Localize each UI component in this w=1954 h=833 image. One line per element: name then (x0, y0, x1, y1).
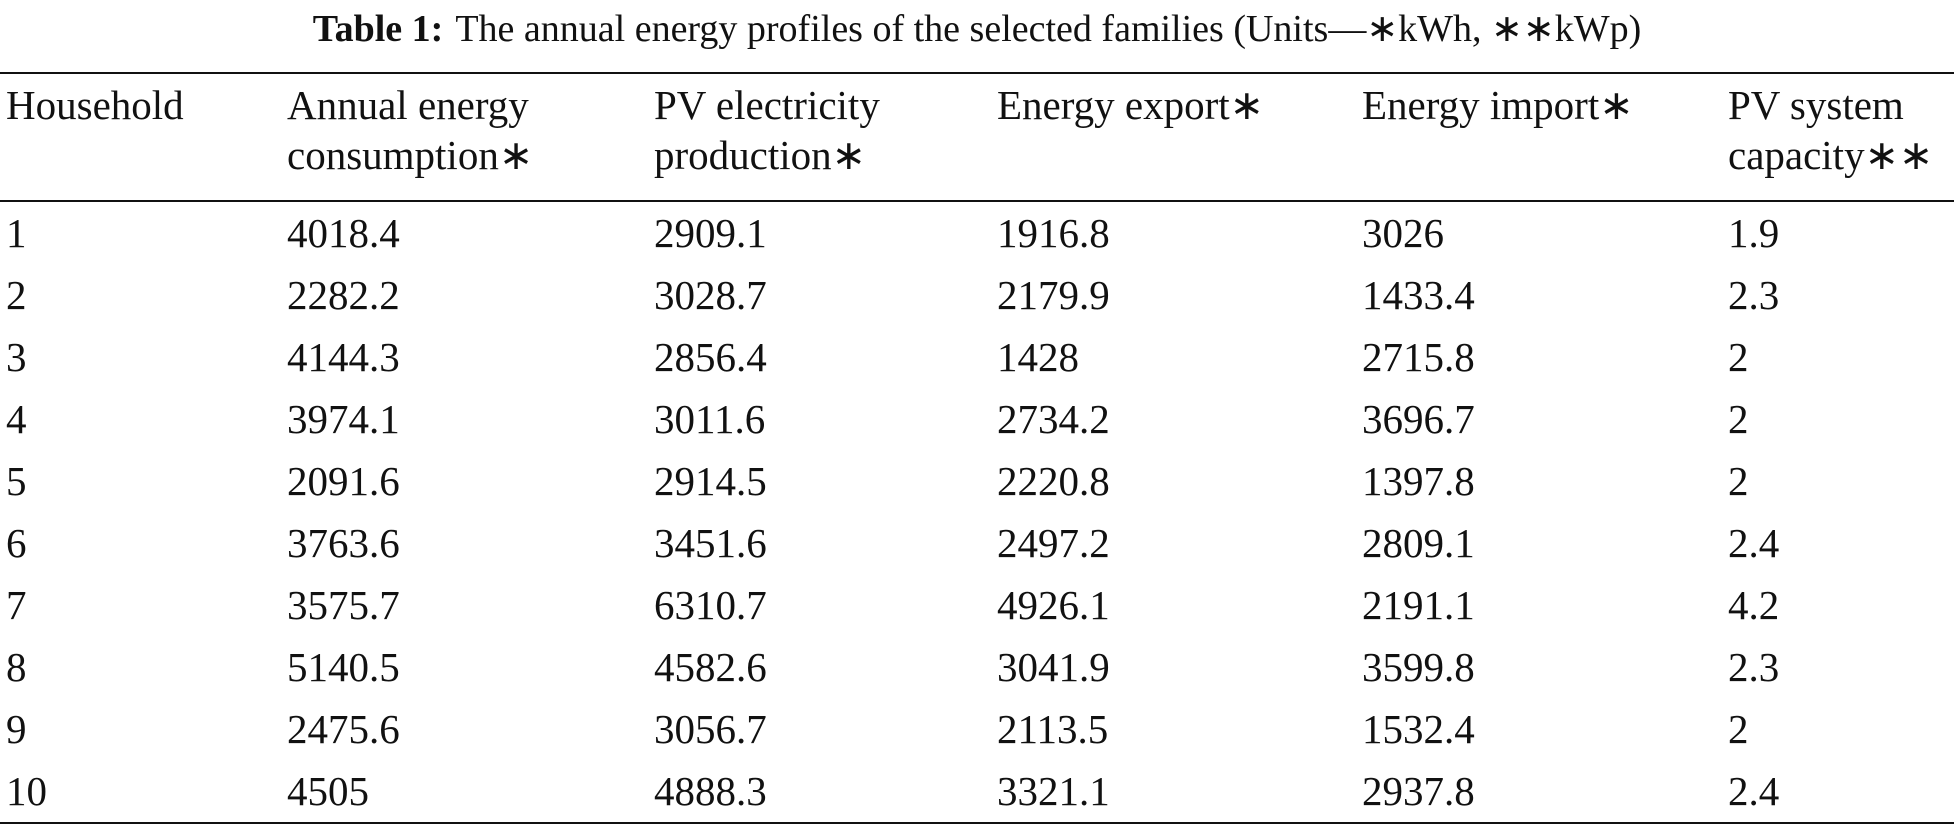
header-text: Energy import∗ (1362, 82, 1634, 128)
caption-label: Table 1: (312, 8, 444, 50)
table-cell: 2 (1728, 706, 1749, 752)
table-cell: 3321.1 (997, 768, 1110, 814)
table-cell: 2856.4 (654, 334, 767, 380)
table-cell: 3028.7 (654, 272, 767, 318)
table-cell: 4.2 (1728, 582, 1780, 628)
table-header: Household Annual energy consumption∗ PV ele… (0, 73, 1954, 201)
table-row: 4 3974.1 3011.6 2734.2 3696.7 2 (0, 388, 1954, 450)
table-cell: 1532.4 (1362, 706, 1475, 752)
table-cell: 2282.2 (287, 272, 400, 318)
table-cell: 2497.2 (997, 520, 1110, 566)
table-cell: 3451.6 (654, 520, 767, 566)
table-cell: 4018.4 (287, 210, 400, 256)
table-cell: 6310.7 (654, 582, 767, 628)
header-cell: Energy import∗ (1356, 73, 1722, 201)
table-cell: 4 (6, 396, 27, 442)
table-cell: 2 (1728, 458, 1749, 504)
table-cell: 5140.5 (287, 644, 400, 690)
table-cell: 1.9 (1728, 210, 1780, 256)
table-cell: 2191.1 (1362, 582, 1475, 628)
table-body: 1 4018.4 2909.1 1916.8 3026 1.9 2 2282.2 3028.7 2… (0, 201, 1954, 823)
table-cell: 2809.1 (1362, 520, 1475, 566)
header-cell: PV electricity production∗ (648, 73, 991, 201)
header-text: consumption∗ (287, 132, 534, 178)
table-cell: 1428 (997, 334, 1079, 380)
table-cell: 2.4 (1728, 520, 1780, 566)
table-row: 3 4144.3 2856.4 1428 2715.8 2 (0, 326, 1954, 388)
header-text: Annual energy (287, 82, 529, 128)
table-row: 5 2091.6 2914.5 2220.8 1397.8 2 (0, 450, 1954, 512)
table-cell: 1433.4 (1362, 272, 1475, 318)
table-cell: 2914.5 (654, 458, 767, 504)
header-row: Household Annual energy consumption∗ PV ele… (0, 73, 1954, 201)
header-cell: Energy export∗ (991, 73, 1356, 201)
table-row: 2 2282.2 3028.7 2179.9 1433.4 2.3 (0, 264, 1954, 326)
header-cell: Household (0, 73, 281, 201)
caption-text: The annual energy profiles of the select… (455, 8, 1642, 50)
table-cell: 2.4 (1728, 768, 1780, 814)
table-cell: 2475.6 (287, 706, 400, 752)
header-text: PV electricity (654, 82, 880, 128)
table-cell: 2.3 (1728, 272, 1780, 318)
table-cell: 9 (6, 706, 27, 752)
table-cell: 3575.7 (287, 582, 400, 628)
table-cell: 5 (6, 458, 27, 504)
table-cell: 3026 (1362, 210, 1444, 256)
header-text: PV system (1728, 82, 1904, 128)
header-cell: PV system capacity∗∗ (1722, 73, 1954, 201)
table-cell: 3599.8 (1362, 644, 1475, 690)
table-cell: 1 (6, 210, 27, 256)
table-row: 1 4018.4 2909.1 1916.8 3026 1.9 (0, 201, 1954, 264)
table-cell: 4926.1 (997, 582, 1110, 628)
table-row: 9 2475.6 3056.7 2113.5 1532.4 2 (0, 698, 1954, 760)
header-text: Household (6, 82, 184, 128)
table-cell: 2937.8 (1362, 768, 1475, 814)
table-cell: 7 (6, 582, 27, 628)
table-cell: 1397.8 (1362, 458, 1475, 504)
table-cell: 1916.8 (997, 210, 1110, 256)
table-cell: 2715.8 (1362, 334, 1475, 380)
table-cell: 2 (1728, 334, 1749, 380)
table-cell: 4582.6 (654, 644, 767, 690)
table-cell: 3974.1 (287, 396, 400, 442)
table-cell: 2 (6, 272, 27, 318)
table-row: 7 3575.7 6310.7 4926.1 2191.1 4.2 (0, 574, 1954, 636)
table-cell: 4144.3 (287, 334, 400, 380)
table-cell: 3696.7 (1362, 396, 1475, 442)
table-cell: 2.3 (1728, 644, 1780, 690)
table-cell: 4505 (287, 768, 369, 814)
header-text: Energy export∗ (997, 82, 1265, 128)
table-row: 6 3763.6 3451.6 2497.2 2809.1 2.4 (0, 512, 1954, 574)
table-cell: 3 (6, 334, 27, 380)
table-cell: 2220.8 (997, 458, 1110, 504)
table-cell: 2179.9 (997, 272, 1110, 318)
table-cell: 2734.2 (997, 396, 1110, 442)
table-caption: Table 1: The annual energy profiles of th… (0, 4, 1954, 54)
table-cell: 3041.9 (997, 644, 1110, 690)
table-cell: 2909.1 (654, 210, 767, 256)
table-cell: 8 (6, 644, 27, 690)
table-row: 8 5140.5 4582.6 3041.9 3599.8 2.3 (0, 636, 1954, 698)
header-text: production∗ (654, 132, 866, 178)
table-cell: 10 (6, 768, 47, 814)
table-cell: 3763.6 (287, 520, 400, 566)
data-table: Household Annual energy consumption∗ PV ele… (0, 72, 1954, 824)
table-cell: 2 (1728, 396, 1749, 442)
table-cell: 4888.3 (654, 768, 767, 814)
table-cell: 6 (6, 520, 27, 566)
table-cell: 2091.6 (287, 458, 400, 504)
table-row: 10 4505 4888.3 3321.1 2937.8 2.4 (0, 760, 1954, 823)
table-cell: 3056.7 (654, 706, 767, 752)
header-text: capacity∗∗ (1728, 132, 1934, 178)
table-cell: 2113.5 (997, 706, 1109, 752)
header-cell: Annual energy consumption∗ (281, 73, 648, 201)
table-cell: 3011.6 (654, 396, 766, 442)
